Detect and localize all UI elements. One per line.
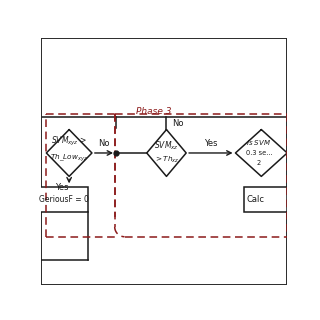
Text: 0.3 se...: 0.3 se... (245, 150, 272, 156)
Text: $SVM_{xyz}$ >: $SVM_{xyz}$ > (51, 135, 87, 148)
Text: $Th\_Low_{xyz}$: $Th\_Low_{xyz}$ (50, 153, 88, 164)
Text: GeriousF = 0: GeriousF = 0 (39, 195, 89, 204)
Text: 2: 2 (257, 160, 261, 166)
Text: Phase 3: Phase 3 (136, 107, 171, 116)
Text: No: No (98, 139, 109, 148)
Text: Yes: Yes (55, 182, 68, 192)
Text: $> Th_{xz}$: $> Th_{xz}$ (154, 155, 179, 165)
Text: Is $SVM$: Is $SVM$ (246, 138, 271, 147)
Bar (33, 188, 88, 212)
Text: Calc: Calc (246, 195, 265, 204)
Bar (244, 188, 287, 212)
Text: Yes: Yes (204, 139, 218, 148)
Text: No: No (172, 119, 184, 128)
Text: $SVM_{xz}$: $SVM_{xz}$ (154, 139, 179, 152)
